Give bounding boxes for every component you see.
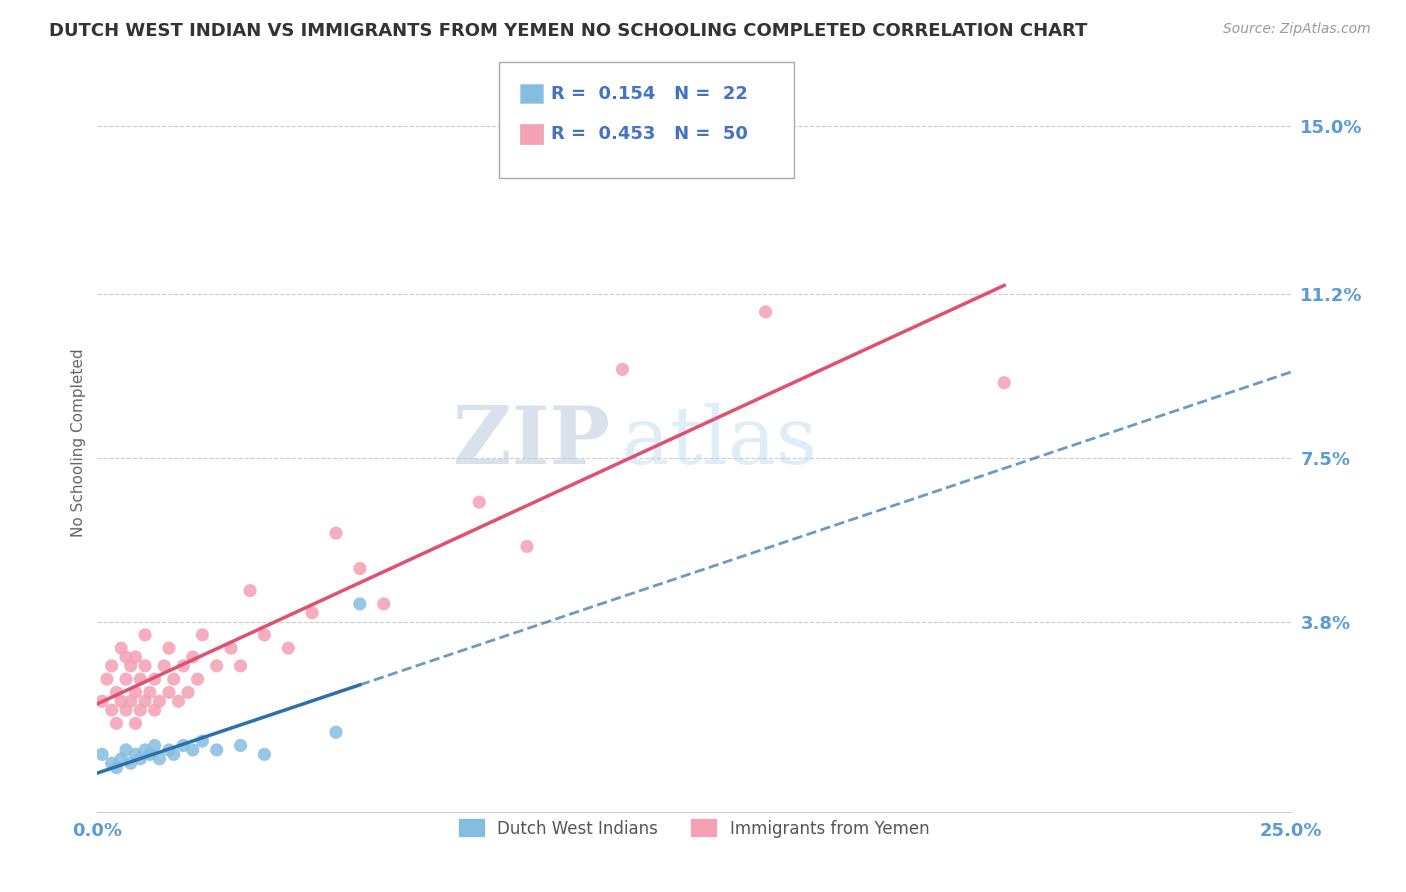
Text: DUTCH WEST INDIAN VS IMMIGRANTS FROM YEMEN NO SCHOOLING COMPLETED CORRELATION CH: DUTCH WEST INDIAN VS IMMIGRANTS FROM YEM… (49, 22, 1088, 40)
Point (110, 641, 132, 656)
Point (349, 597, 371, 611)
Point (167, 694, 190, 708)
Point (143, 703, 166, 717)
Point (301, 606, 323, 620)
Point (105, 685, 128, 699)
Point (124, 716, 146, 731)
Point (239, 583, 262, 598)
Point (325, 526, 347, 541)
Point (134, 628, 156, 642)
Point (129, 703, 152, 717)
Point (157, 685, 180, 699)
Point (120, 658, 142, 673)
Point (612, 362, 634, 376)
Point (91, 694, 114, 708)
Point (191, 628, 214, 642)
Point (277, 641, 299, 656)
Point (120, 694, 142, 708)
Point (134, 694, 156, 708)
Point (139, 747, 162, 762)
Point (143, 739, 166, 753)
Point (148, 694, 170, 708)
Point (187, 672, 209, 686)
Point (115, 672, 138, 686)
Point (91, 747, 114, 762)
Point (229, 739, 252, 753)
Text: R =  0.154   N =  22: R = 0.154 N = 22 (551, 85, 748, 103)
Point (157, 641, 180, 656)
Point (325, 725, 347, 739)
Point (181, 650, 204, 665)
Point (993, 376, 1015, 390)
Point (163, 672, 186, 686)
Point (124, 650, 146, 665)
Point (177, 685, 200, 699)
Point (148, 752, 170, 766)
Point (129, 672, 152, 686)
Point (219, 641, 242, 656)
Point (153, 658, 176, 673)
Text: Source: ZipAtlas.com: Source: ZipAtlas.com (1223, 22, 1371, 37)
Point (253, 747, 276, 762)
Point (105, 761, 128, 775)
Point (110, 752, 132, 766)
Point (163, 747, 186, 762)
Point (349, 561, 371, 575)
Point (134, 658, 156, 673)
Point (124, 685, 146, 699)
Point (129, 752, 152, 766)
Point (172, 658, 194, 673)
Point (100, 703, 122, 717)
Text: ZIP: ZIP (454, 403, 610, 482)
Point (115, 703, 138, 717)
Point (115, 650, 138, 665)
Point (115, 743, 138, 757)
Point (205, 743, 228, 757)
Point (755, 305, 778, 319)
Point (100, 658, 122, 673)
Point (205, 658, 228, 673)
Point (229, 658, 252, 673)
Point (139, 685, 162, 699)
Legend: Dutch West Indians, Immigrants from Yemen: Dutch West Indians, Immigrants from Yeme… (453, 813, 936, 844)
Point (373, 597, 395, 611)
Point (110, 694, 132, 708)
Point (124, 747, 146, 762)
Text: R =  0.453   N =  50: R = 0.453 N = 50 (551, 125, 748, 143)
Point (172, 739, 194, 753)
Point (253, 628, 276, 642)
Point (157, 743, 180, 757)
Point (181, 743, 204, 757)
Point (105, 716, 128, 731)
Point (191, 734, 214, 748)
Point (468, 495, 491, 509)
Point (143, 672, 166, 686)
Point (134, 743, 156, 757)
Point (516, 540, 538, 554)
Text: atlas: atlas (623, 403, 817, 482)
Point (96, 672, 118, 686)
Y-axis label: No Schooling Completed: No Schooling Completed (72, 348, 86, 537)
Point (100, 756, 122, 771)
Point (120, 756, 142, 771)
